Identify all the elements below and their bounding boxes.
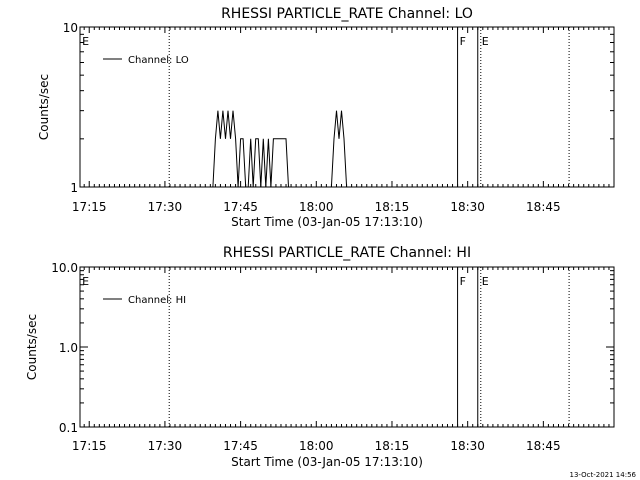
legend-entry: Channel: HI xyxy=(128,295,186,306)
chart-title: RHESSI PARTICLE_RATE Channel: HI xyxy=(223,245,471,261)
flag-label: E xyxy=(482,275,489,288)
flag-label: E xyxy=(82,275,89,288)
flag-label: F xyxy=(460,35,466,48)
x-tick-label: 18:45 xyxy=(526,439,561,453)
flag-label: F xyxy=(460,275,466,288)
plot-frame xyxy=(79,266,615,428)
flag-label: E xyxy=(82,35,89,48)
x-axis-label: Start Time (03-Jan-05 17:13:10) xyxy=(231,215,423,229)
x-tick-label: 17:45 xyxy=(223,200,258,214)
y-tick-label: 10.0 xyxy=(51,261,78,275)
x-tick-label: 18:15 xyxy=(375,439,410,453)
x-tick-label: 18:00 xyxy=(299,439,334,453)
y-tick-label: 0.1 xyxy=(59,421,78,435)
x-tick-label: 18:30 xyxy=(450,439,485,453)
x-tick-label: 18:00 xyxy=(299,200,334,214)
x-tick-label: 17:30 xyxy=(148,200,183,214)
x-tick-label: 17:15 xyxy=(72,200,107,214)
x-tick-label: 18:15 xyxy=(375,200,410,214)
flag-label: E xyxy=(482,35,489,48)
y-axis-label: Counts/sec xyxy=(25,314,39,380)
generation-timestamp: 13-Oct-2021 14:56 xyxy=(570,471,637,479)
y-tick-label: 10 xyxy=(63,21,78,35)
lo-channel-panel: RHESSI PARTICLE_RATE Channel: LO 17:15 17:… xyxy=(37,6,615,229)
plot-frame xyxy=(79,26,615,188)
x-axis-label: Start Time (03-Jan-05 17:13:10) xyxy=(231,455,423,469)
legend-entry: Channel: LO xyxy=(128,55,189,66)
data-series-line xyxy=(130,110,458,188)
chart-title: RHESSI PARTICLE_RATE Channel: LO xyxy=(221,6,473,22)
x-tick-label: 17:30 xyxy=(148,439,183,453)
hi-channel-panel: RHESSI PARTICLE_RATE Channel: HI 17:15 17:… xyxy=(25,245,615,469)
y-axis-label: Counts/sec xyxy=(37,74,51,140)
y-tick-label: 1.0 xyxy=(59,341,78,355)
x-tick-label: 18:30 xyxy=(450,200,485,214)
x-tick-label: 17:15 xyxy=(72,439,107,453)
y-tick-label: 1 xyxy=(70,181,78,195)
x-tick-label: 17:45 xyxy=(223,439,258,453)
x-tick-label: 18:45 xyxy=(526,200,561,214)
